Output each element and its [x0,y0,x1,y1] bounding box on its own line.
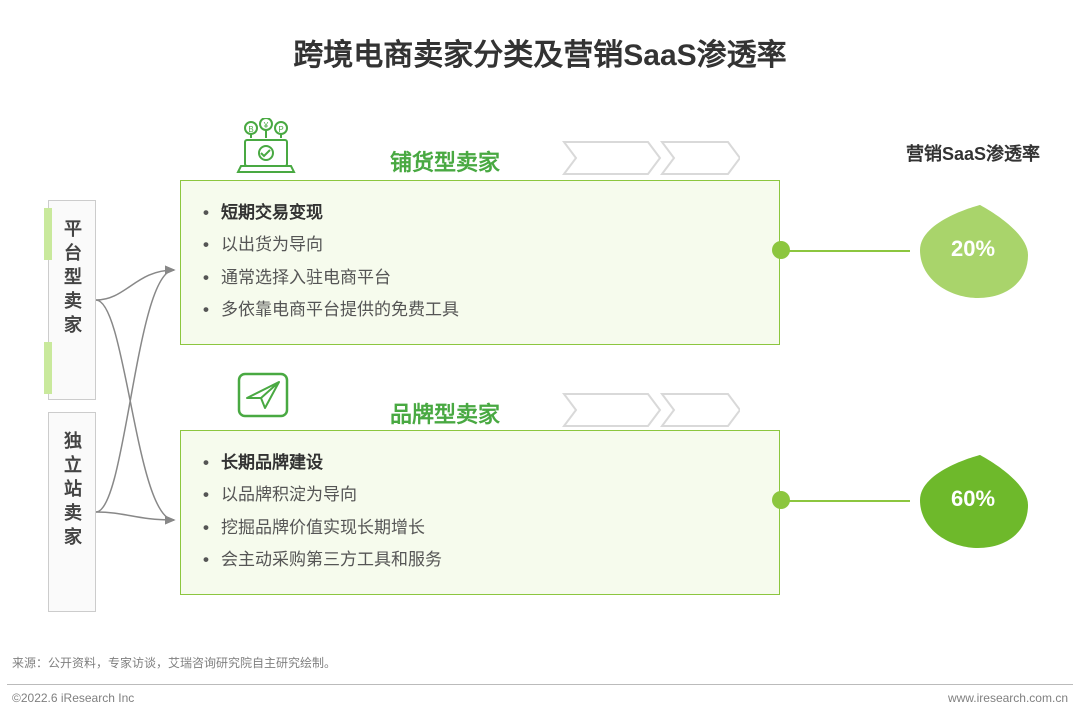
card-bullet: 挖掘品牌价值实现长期增长 [203,512,757,544]
platform-seller-box: 平台型卖家 [48,200,96,400]
footer-divider [7,684,1073,685]
card-bullet: 短期交易变现 [203,197,757,229]
penetration-value: 20% [918,236,1028,262]
penetration-drop-20: 20% [910,200,1020,300]
independent-seller-label: 独立站卖家 [59,413,85,551]
site-url: www.iresearch.com.cn [948,691,1068,705]
svg-text:B: B [248,125,253,134]
connector-arrows [96,200,180,612]
accent-bar [44,342,52,394]
laptop-commerce-icon: B ¥ P [235,118,297,174]
independent-seller-box: 独立站卖家 [48,412,96,612]
page-title: 跨境电商卖家分类及营销SaaS渗透率 [0,0,1080,74]
connector-line [780,250,910,252]
svg-text:¥: ¥ [263,121,269,130]
card-bullet: 以品牌积淀为导向 [203,479,757,511]
distribution-seller-card: 短期交易变现 以出货为导向 通常选择入驻电商平台 多依靠电商平台提供的免费工具 [180,180,780,345]
distribution-seller-label: 铺货型卖家 [390,145,500,177]
card-bullet: 长期品牌建设 [203,447,757,479]
brand-seller-label: 品牌型卖家 [390,397,500,429]
source-note: 来源：公开资料，专家访谈，艾瑞咨询研究院自主研究绘制。 [12,654,336,671]
penetration-value: 60% [918,486,1028,512]
svg-text:P: P [278,125,283,134]
card-bullet: 会主动采购第三方工具和服务 [203,544,757,576]
copyright: ©2022.6 iResearch Inc [12,691,134,705]
connector-line [780,500,910,502]
seller-origin-column: 平台型卖家 独立站卖家 [48,200,100,612]
accent-bar [44,208,52,260]
platform-seller-label: 平台型卖家 [59,201,85,339]
card-bullet: 通常选择入驻电商平台 [203,262,757,294]
chevron-right-icon [560,138,740,178]
penetration-label: 营销SaaS渗透率 [906,140,1040,166]
chevron-right-icon [560,390,740,430]
brand-seller-card: 长期品牌建设 以品牌积淀为导向 挖掘品牌价值实现长期增长 会主动采购第三方工具和… [180,430,780,595]
card-bullet: 多依靠电商平台提供的免费工具 [203,294,757,326]
penetration-drop-60: 60% [910,450,1020,550]
paper-plane-icon [235,370,291,420]
card-bullet: 以出货为导向 [203,229,757,261]
